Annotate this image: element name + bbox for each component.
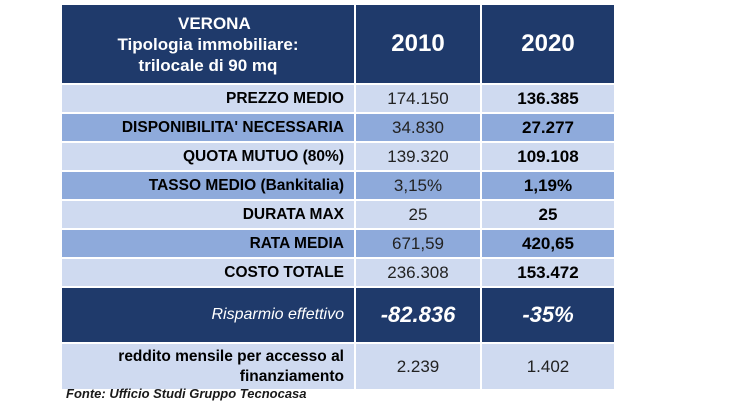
table-row: QUOTA MUTUO (80%) 139.320 109.108 [62,143,614,172]
value-2010: 25 [356,201,482,228]
row-label: TASSO MEDIO (Bankitalia) [62,172,356,199]
year-2020-header: 2020 [521,30,575,57]
row-label: COSTO TOTALE [62,259,356,286]
data-table: VERONA Tipologia immobiliare: trilocale … [62,5,614,389]
risparmio-2020: -35% [522,302,574,327]
table-row: DURATA MAX 25 25 [62,201,614,230]
reddito-row: reddito mensile per accesso al finanziam… [62,344,614,389]
value-2020: 1,19% [523,175,573,195]
reddito-label: reddito mensile per accesso al finanziam… [118,347,344,385]
risparmio-label: Risparmio effettivo [62,288,356,342]
type-line-2: trilocale di 90 mq [138,55,278,75]
value-2020: 136.385 [517,88,579,108]
table-row: RATA MEDIA 671,59 420,65 [62,230,614,259]
reddito-label-cell: reddito mensile per accesso al finanziam… [62,344,356,389]
value-2020: 153.472 [517,262,579,282]
source-note: Fonte: Ufficio Studi Gruppo Tecnocasa [66,386,307,401]
row-label: RATA MEDIA [62,230,356,257]
table-row: PREZZO MEDIO 174.150 136.385 [62,85,614,114]
header-description: VERONA Tipologia immobiliare: trilocale … [62,5,356,83]
value-2010: 139.320 [356,143,482,170]
city-label: VERONA [178,13,251,33]
year-2010-header: 2010 [356,5,482,83]
table-row: TASSO MEDIO (Bankitalia) 3,15% 1,19% [62,172,614,201]
value-2020: 27.277 [522,117,574,137]
value-2010: 174.150 [356,85,482,112]
row-label: DURATA MAX [62,201,356,228]
row-label: DISPONIBILITA' NECESSARIA [62,114,356,141]
row-label: PREZZO MEDIO [62,85,356,112]
value-2010: 34.830 [356,114,482,141]
table-row: COSTO TOTALE 236.308 153.472 [62,259,614,288]
reddito-2010: 2.239 [356,344,482,389]
value-2010: 671,59 [356,230,482,257]
value-2020: 25 [538,204,558,224]
reddito-2020: 1.402 [526,356,570,376]
value-2020: 420,65 [522,233,574,253]
risparmio-row: Risparmio effettivo -82.836 -35% [62,288,614,344]
table-header: VERONA Tipologia immobiliare: trilocale … [62,5,614,85]
value-2010: 3,15% [356,172,482,199]
value-2010: 236.308 [356,259,482,286]
table-row: DISPONIBILITA' NECESSARIA 34.830 27.277 [62,114,614,143]
risparmio-2010: -82.836 [356,288,482,342]
row-label: QUOTA MUTUO (80%) [62,143,356,170]
value-2020: 109.108 [517,146,579,166]
type-line-1: Tipologia immobiliare: [117,34,299,54]
